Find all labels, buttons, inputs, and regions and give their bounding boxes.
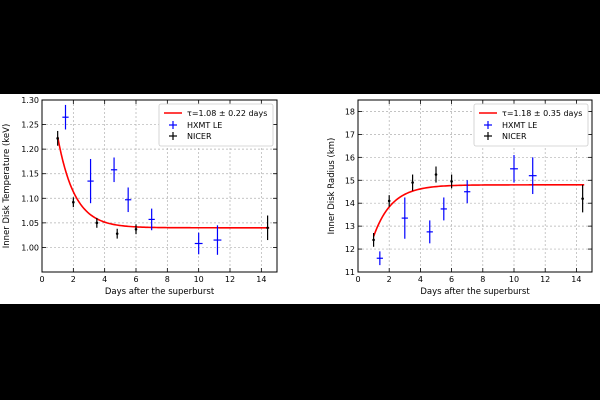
point-marker [56,137,59,140]
x-tick-label: 8 [165,275,170,284]
figure-svg: 0 2 4 6 8 10 12 14 1.00 1.05 1.10 1.15 1.20 1.25 1.30 D… [2,96,593,297]
y-tick-label: 11 [345,268,355,277]
legend-series-label: HXMT LE [187,121,222,130]
y-tick-label: 1.05 [21,219,39,228]
data-point [125,187,132,213]
y-tick-label: 16 [345,153,355,162]
legend: τ=1.08 ± 0.22 days HXMT LE NICER [158,103,274,147]
chart-1: 0 2 4 6 8 10 12 14 1.00 1.05 1.10 1.15 1.20 1.25 1.30 D… [2,96,278,297]
data-point [134,224,138,235]
data-point [148,208,155,231]
x-tick-label: 14 [571,275,581,284]
data-point [387,195,391,207]
point-marker [266,226,269,230]
x-tick-label: 12 [225,275,235,284]
model-curve [56,136,270,229]
point-marker [581,197,584,200]
x-axis-label: Days after the superburst [420,287,530,297]
legend-series-label: NICER [187,132,212,141]
data-point [376,251,383,266]
y-tick-label: 1.25 [21,121,39,130]
x-tick-label: 0 [355,275,360,284]
y-tick-label: 13 [345,222,355,231]
data-point [411,174,414,191]
data-point [213,225,222,255]
data-point [56,130,59,146]
y-tick-label: 1.00 [21,243,39,252]
x-tick-label: 10 [509,275,519,284]
y-tick-label: 1.15 [21,170,39,179]
y-tick-label: 1.10 [21,194,39,203]
data-point [62,104,69,130]
data-point [110,157,118,183]
plot-frame [357,99,593,273]
data-point [72,197,75,208]
point-marker [134,227,138,231]
legend-box [158,103,274,147]
point-marker [115,232,119,235]
data-point [194,232,203,255]
point-marker [411,181,414,184]
legend: τ=1.18 ± 0.35 days HXMT LE NICER [473,103,589,147]
model-curve [372,184,585,237]
y-tick-label: 14 [345,199,355,208]
point-marker [95,221,99,225]
point-marker [387,199,391,203]
point-marker [450,180,453,183]
y-tick-label: 18 [345,107,355,116]
data-point [581,184,584,213]
y-axis-label: Inner Disk Temperature (keV) [2,124,12,249]
point-marker [72,200,75,204]
data-point [528,157,537,195]
data-point [434,166,438,183]
x-tick-label: 6 [133,275,138,284]
y-axis-label: Inner Disk Radius (km) [327,138,337,235]
x-tick-label: 2 [71,275,76,284]
series-hxmt-le [376,155,537,266]
chart-2: 0 2 4 6 8 10 12 14 11 12 13 14 15 16 17 18 Days after th… [327,99,593,297]
x-tick-label: 10 [194,275,204,284]
series-nicer [56,130,269,241]
x-tick-label: 14 [256,275,266,284]
data-point [510,155,518,183]
data-point [115,228,119,239]
data-point [426,220,433,244]
x-tick-label: 4 [418,275,423,284]
y-tick-label: 17 [345,130,355,139]
point-marker [434,173,438,176]
plot-frame [41,99,278,273]
data-point [372,233,375,247]
legend-box [473,103,589,147]
data-point [464,180,471,204]
series-hxmt-le [62,104,222,255]
x-tick-label: 0 [39,275,44,284]
x-tick-label: 8 [480,275,485,284]
point-marker [372,238,375,242]
legend-series-label: HXMT LE [502,121,537,130]
data-point [95,217,99,228]
x-tick-label: 4 [102,275,107,284]
data-point [401,197,408,239]
y-tick-label: 1.30 [21,96,39,105]
x-axis-label: Days after the superburst [105,287,215,297]
legend-model-label: τ=1.18 ± 0.35 days [502,109,582,118]
figure-panel: 0 2 4 6 8 10 12 14 1.00 1.05 1.10 1.15 1.20 1.25 1.30 D… [0,94,600,304]
data-point [87,158,94,204]
y-tick-label: 15 [345,176,355,185]
legend-series-label: NICER [502,132,527,141]
x-tick-label: 2 [387,275,392,284]
y-tick-label: 1.20 [21,145,39,154]
legend-model-label: τ=1.08 ± 0.22 days [187,109,267,118]
y-tick-label: 12 [345,245,355,254]
data-point [440,197,447,221]
x-tick-label: 6 [449,275,454,284]
data-point [450,174,453,189]
data-point [266,215,269,241]
x-tick-label: 12 [540,275,550,284]
series-nicer [372,166,584,247]
